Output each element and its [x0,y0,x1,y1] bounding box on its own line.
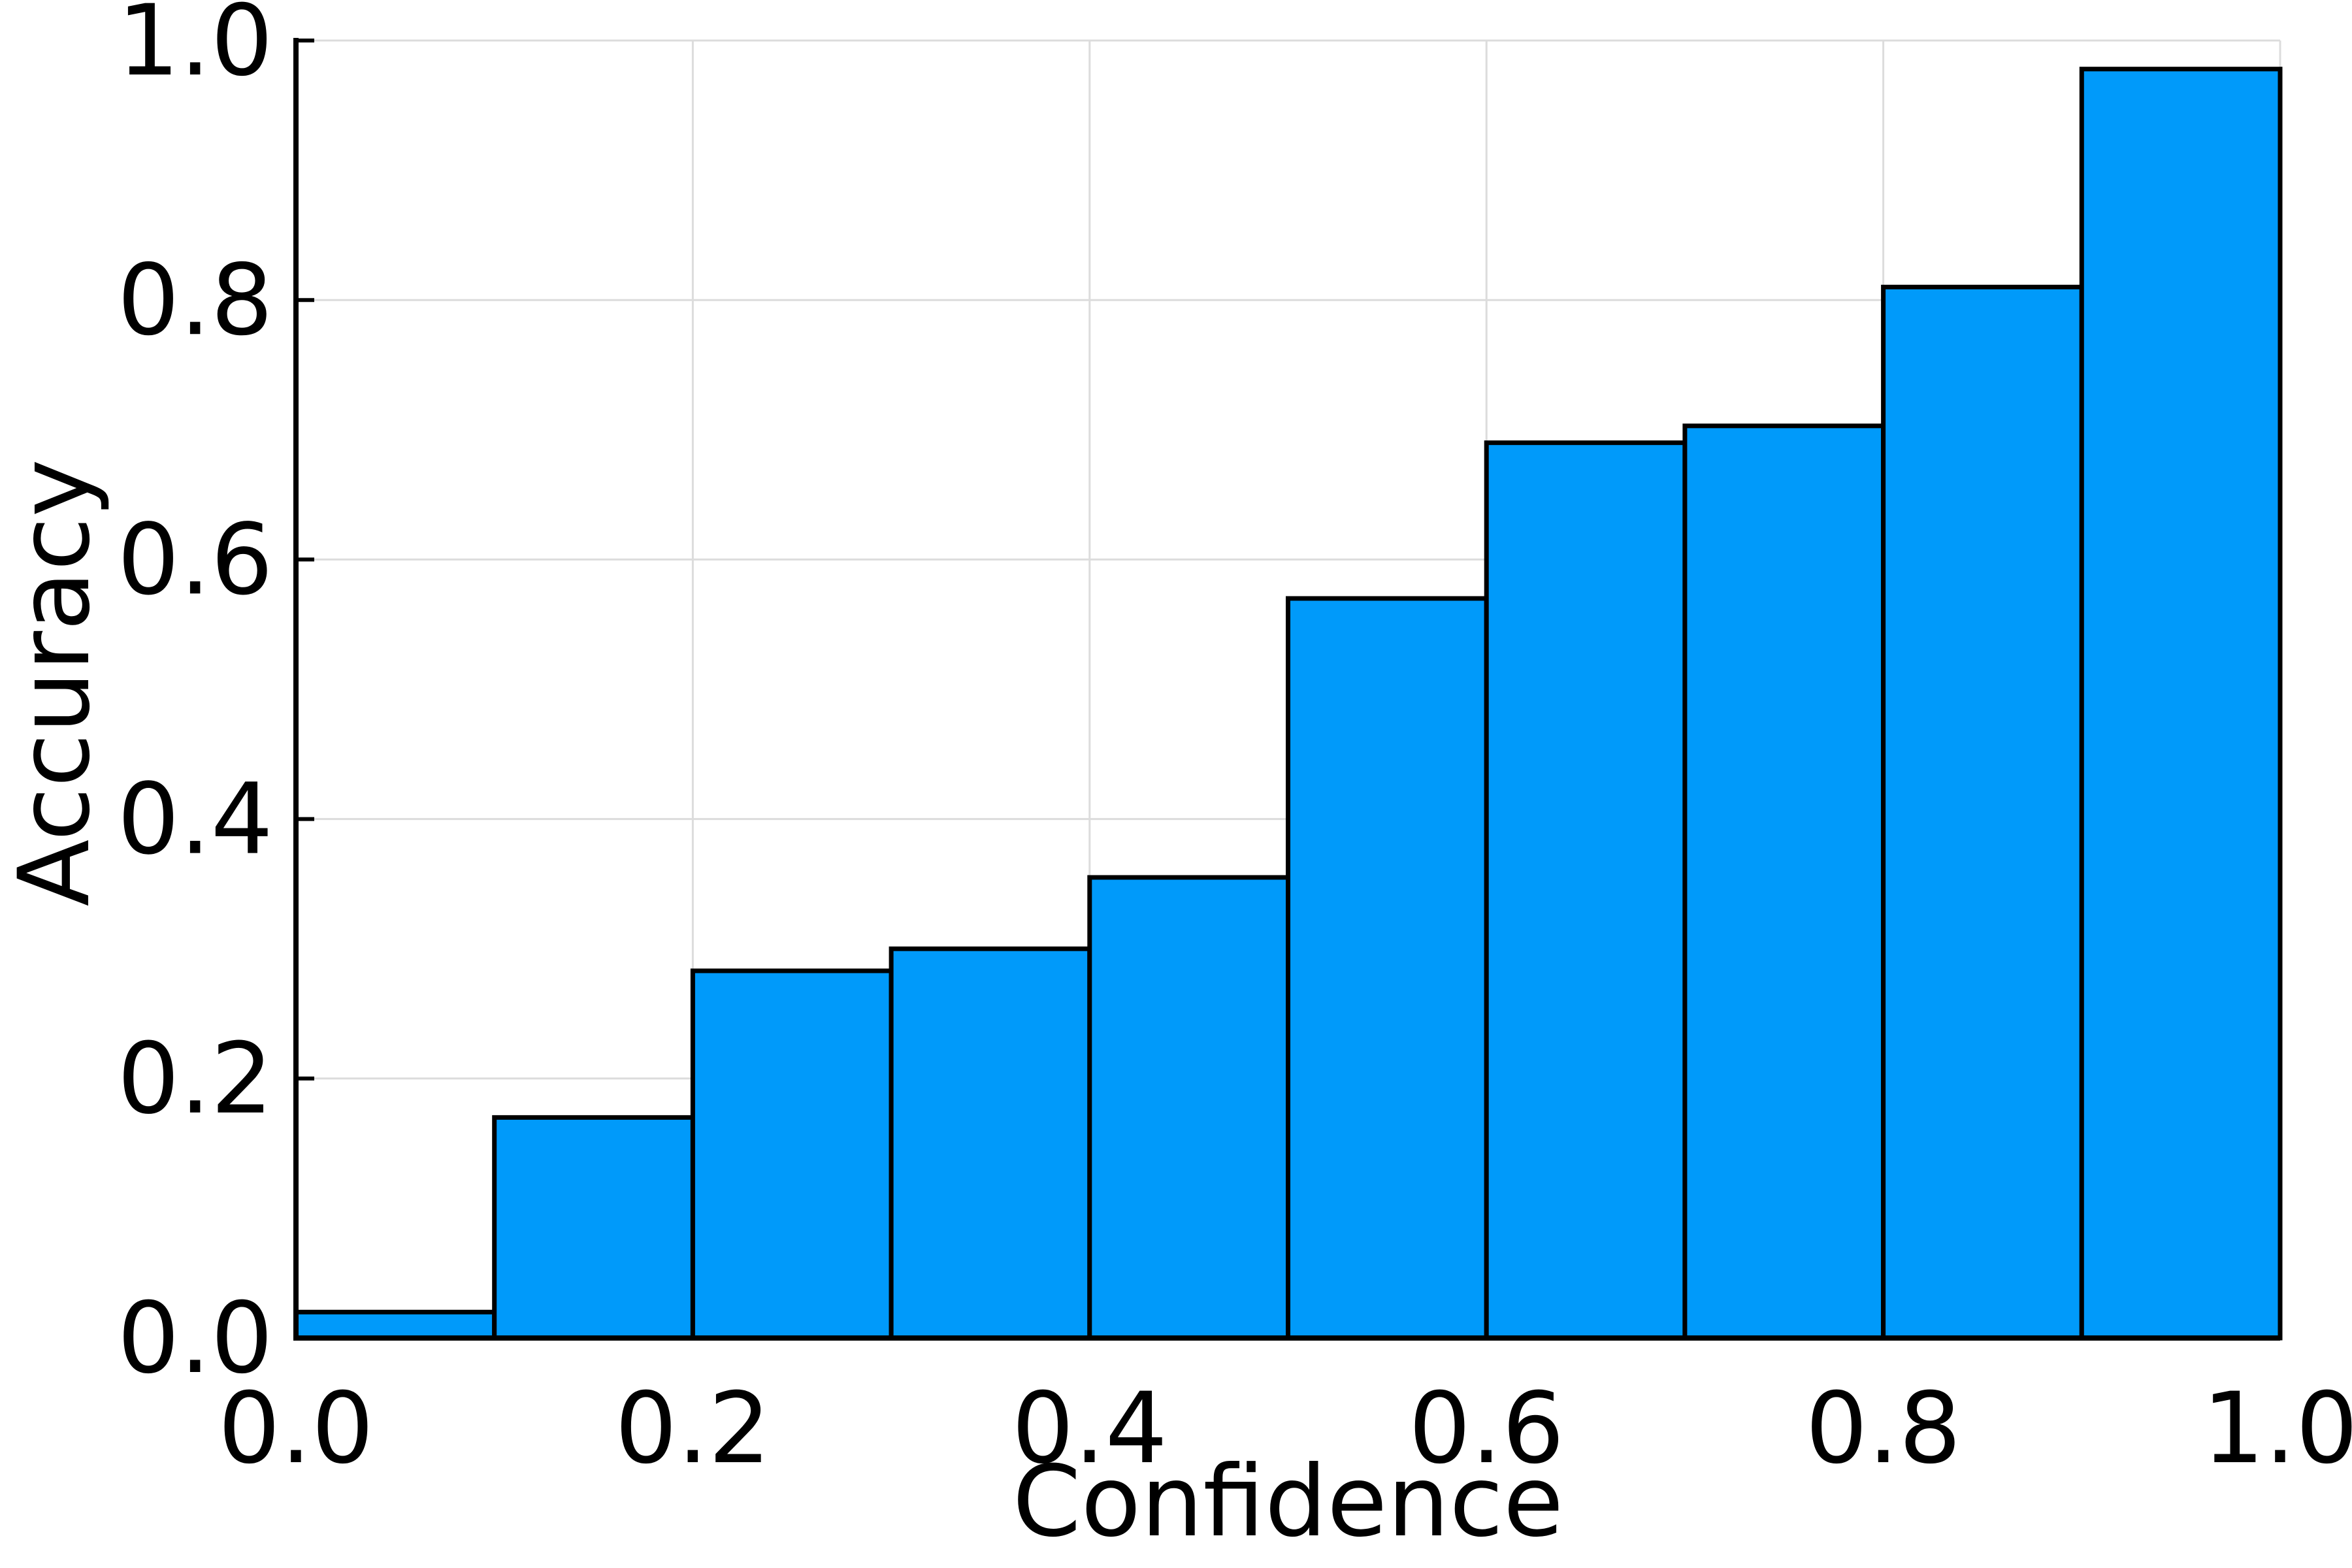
y-tick-label: 0.0 [117,1282,273,1396]
y-tick-label: 0.8 [117,244,273,357]
bar-bin-10 [2079,67,2283,1341]
bars [293,67,2283,1341]
bar-bin-8 [1682,423,1886,1341]
bar-bin-7 [1484,440,1688,1341]
axes [293,38,2282,1341]
y-tick-label: 1.0 [117,0,273,98]
y-tick-label: 0.4 [117,763,273,877]
bar-bin-9 [1881,284,2084,1341]
bar-bin-6 [1286,596,1489,1341]
x-tick-label: 0.6 [1409,1372,1565,1486]
bar-bin-2 [492,1115,695,1341]
x-axis-title: Confidence [1013,1445,1563,1559]
bar-bin-1 [293,1309,497,1341]
bar-bin-5 [1087,875,1291,1341]
x-tick-label: 1.0 [2202,1372,2352,1486]
tick-labels: 0.0 0.2 0.4 0.6 0.8 1.0 0.0 0.2 0.4 0.6 0.8 1.0 [117,0,2352,1486]
y-tick-label: 0.2 [117,1022,273,1136]
y-axis-title: Accuracy [0,459,112,907]
x-tick-label: 0.4 [1012,1372,1168,1486]
x-tick-label: 0.0 [218,1372,374,1486]
y-tick-label: 0.6 [117,503,273,617]
x-tick-label: 0.2 [615,1372,771,1486]
bar-bin-3 [690,968,894,1341]
bar-bin-4 [889,946,1092,1341]
x-tick-label: 0.8 [1805,1372,1961,1486]
